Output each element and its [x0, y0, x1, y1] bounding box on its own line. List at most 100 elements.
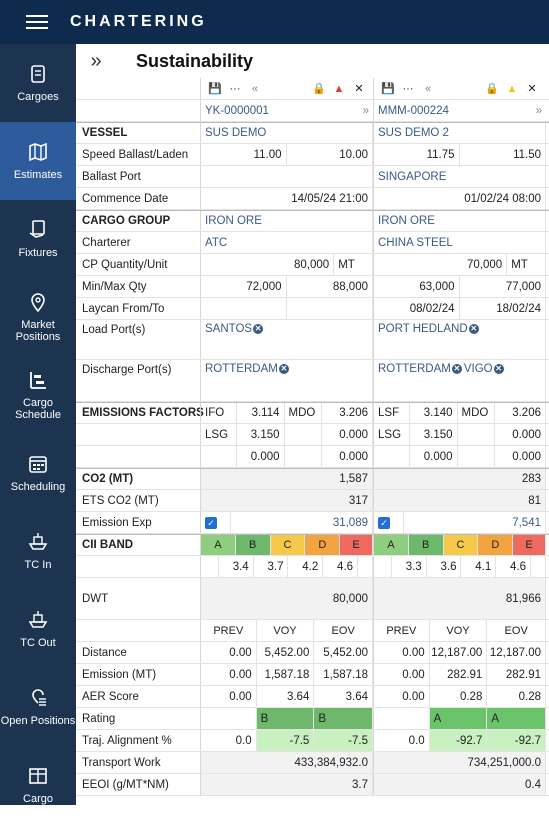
lock-icon[interactable]: 🔒: [485, 83, 499, 95]
ef-value[interactable]: 0.000: [495, 424, 546, 445]
sidebar-item-cargo-schedule[interactable]: Cargo Schedule: [0, 356, 76, 434]
vessel-name[interactable]: SUS DEMO 2: [374, 123, 546, 143]
port-tag[interactable]: SANTOS ✕: [205, 323, 264, 335]
ef-value[interactable]: 0.000: [322, 424, 373, 445]
row-load: Load Port(s) SANTOS ✕ PORT HEDLAND ✕: [76, 320, 549, 360]
lock-icon[interactable]: 🔒: [312, 83, 326, 95]
rating-eov: B: [314, 708, 373, 729]
port-tag[interactable]: ROTTERDAM ✕: [205, 363, 289, 375]
speed-laden[interactable]: 11.50: [460, 144, 546, 165]
warning-icon[interactable]: ▲: [506, 82, 518, 95]
cargo-group[interactable]: IRON ORE: [374, 211, 546, 231]
cp-quantity[interactable]: 80,000: [201, 254, 335, 275]
sidebar-item-label: Cargo Schedule: [15, 397, 61, 421]
cargo-group[interactable]: IRON ORE: [201, 211, 373, 231]
row-laycan: Laycan From/To 08/02/24 18/02/24: [76, 298, 549, 320]
sidebar-item-cargo[interactable]: Cargo: [0, 746, 76, 824]
ef-value[interactable]: 3.206: [322, 403, 373, 423]
laycan-to[interactable]: 18/02/24: [460, 298, 546, 319]
traj-prev: 0.0: [201, 730, 257, 751]
cp-quantity[interactable]: 70,000: [374, 254, 508, 275]
estimate-id: MMM-000224: [378, 104, 449, 117]
rating-voy: B: [256, 708, 315, 729]
sidebar-item-cargoes[interactable]: Cargoes: [0, 44, 76, 122]
speed-laden[interactable]: 10.00: [287, 144, 373, 165]
remove-port-icon[interactable]: ✕: [451, 364, 462, 374]
ef-value[interactable]: 0.000: [495, 446, 546, 467]
charterer[interactable]: CHINA STEEL: [374, 232, 546, 253]
port-tag[interactable]: PORT HEDLAND ✕: [378, 323, 479, 335]
emission-exp-checkbox[interactable]: ✓: [201, 512, 231, 533]
port-tag[interactable]: VIGO ✕: [464, 363, 504, 375]
laycan-from[interactable]: [201, 298, 287, 319]
emission-exp-checkbox[interactable]: ✓: [374, 512, 404, 533]
ef-value[interactable]: 3.150: [237, 424, 285, 445]
ef-value[interactable]: 3.206: [495, 403, 546, 423]
cp-unit[interactable]: MT: [334, 254, 373, 275]
remove-port-icon[interactable]: ✕: [253, 324, 264, 334]
ef-value[interactable]: 3.140: [410, 403, 458, 423]
port-tag[interactable]: ROTTERDAM ✕: [378, 363, 462, 375]
close-icon[interactable]: ✕: [354, 83, 364, 95]
hamburger-menu-icon[interactable]: [0, 0, 74, 44]
sidebar-item-tc-in[interactable]: TC In: [0, 512, 76, 590]
cp-unit[interactable]: MT: [507, 254, 546, 275]
max-qty[interactable]: 88,000: [287, 276, 373, 297]
sidebar-item-fixtures[interactable]: Fixtures: [0, 200, 76, 278]
aer-voy: 3.64: [257, 686, 315, 707]
ef-value[interactable]: 0.000: [410, 446, 458, 467]
ballast-port[interactable]: SINGAPORE: [374, 166, 546, 187]
speed-ballast[interactable]: 11.75: [374, 144, 460, 165]
dwt-value: 80,000: [201, 578, 373, 619]
save-icon[interactable]: 💾: [381, 83, 395, 95]
remove-port-icon[interactable]: ✕: [278, 364, 289, 374]
row-emission: Emission (MT) 0.00 1,587.18 1,587.18 0.00 282…: [76, 664, 549, 686]
more-icon[interactable]: ···: [402, 82, 414, 95]
sidebar-item-estimates[interactable]: Estimates: [0, 122, 76, 200]
collapse-left-icon[interactable]: «: [424, 82, 432, 95]
col-header-prev: PREV: [201, 620, 257, 641]
ef-fuel: IFO: [201, 403, 237, 423]
save-icon[interactable]: 💾: [208, 83, 222, 95]
sidebar-item-scheduling[interactable]: Scheduling: [0, 434, 76, 512]
charterer[interactable]: ATC: [201, 232, 373, 253]
speed-ballast[interactable]: 11.00: [201, 144, 287, 165]
remove-port-icon[interactable]: ✕: [468, 324, 479, 334]
ef-value[interactable]: 3.114: [237, 403, 285, 423]
row-label: Discharge Port(s): [82, 364, 172, 376]
estimate-column-2: MMM-000224 »: [373, 100, 546, 121]
collapse-left-icon[interactable]: «: [251, 82, 259, 95]
estimate-id-link[interactable]: YK-0000001 »: [201, 100, 373, 121]
laycan-from[interactable]: 08/02/24: [374, 298, 460, 319]
expand-right-icon[interactable]: »: [362, 104, 369, 117]
more-icon[interactable]: ···: [229, 82, 241, 95]
min-qty[interactable]: 63,000: [374, 276, 460, 297]
laycan-to[interactable]: [287, 298, 373, 319]
close-icon[interactable]: ✕: [527, 83, 537, 95]
sidebar-item-tc-out[interactable]: TC Out: [0, 590, 76, 668]
row-label: CARGO GROUP: [82, 215, 171, 227]
ballast-port[interactable]: [201, 166, 373, 187]
ef-value[interactable]: 0.000: [237, 446, 285, 467]
estimate-column-1: 0.00 3.64 3.64: [200, 686, 373, 707]
estimate-column-1: 0.00 5,452.00 5,452.00: [200, 642, 373, 663]
min-qty[interactable]: 72,000: [201, 276, 287, 297]
expand-chevrons-icon[interactable]: »: [90, 49, 102, 72]
commence-date[interactable]: 14/05/24 21:00: [201, 188, 373, 209]
ef-value[interactable]: 3.150: [410, 424, 458, 445]
estimate-toolbar: 💾 ··· « 🔒 ▲ ✕: [201, 78, 373, 99]
vessel-name[interactable]: SUS DEMO: [201, 123, 373, 143]
commence-date[interactable]: 01/02/24 08:00: [374, 188, 546, 209]
estimate-column-2: 70,000 MT: [373, 254, 546, 275]
remove-port-icon[interactable]: ✕: [493, 364, 504, 374]
cii-threshold: 3.6: [427, 556, 462, 577]
estimate-id-link[interactable]: MMM-000224 »: [374, 100, 546, 121]
expand-right-icon[interactable]: »: [535, 104, 542, 117]
max-qty[interactable]: 77,000: [460, 276, 546, 297]
estimate-column-2: 0.4: [373, 774, 546, 795]
ef-value[interactable]: 0.000: [322, 446, 373, 467]
warning-icon[interactable]: ▲: [333, 82, 345, 95]
sidebar-item-market-positions[interactable]: Market Positions: [0, 278, 76, 356]
sidebar-item-label: Cargoes: [17, 91, 59, 103]
sidebar-item-open-positions[interactable]: Open Positions: [0, 668, 76, 746]
